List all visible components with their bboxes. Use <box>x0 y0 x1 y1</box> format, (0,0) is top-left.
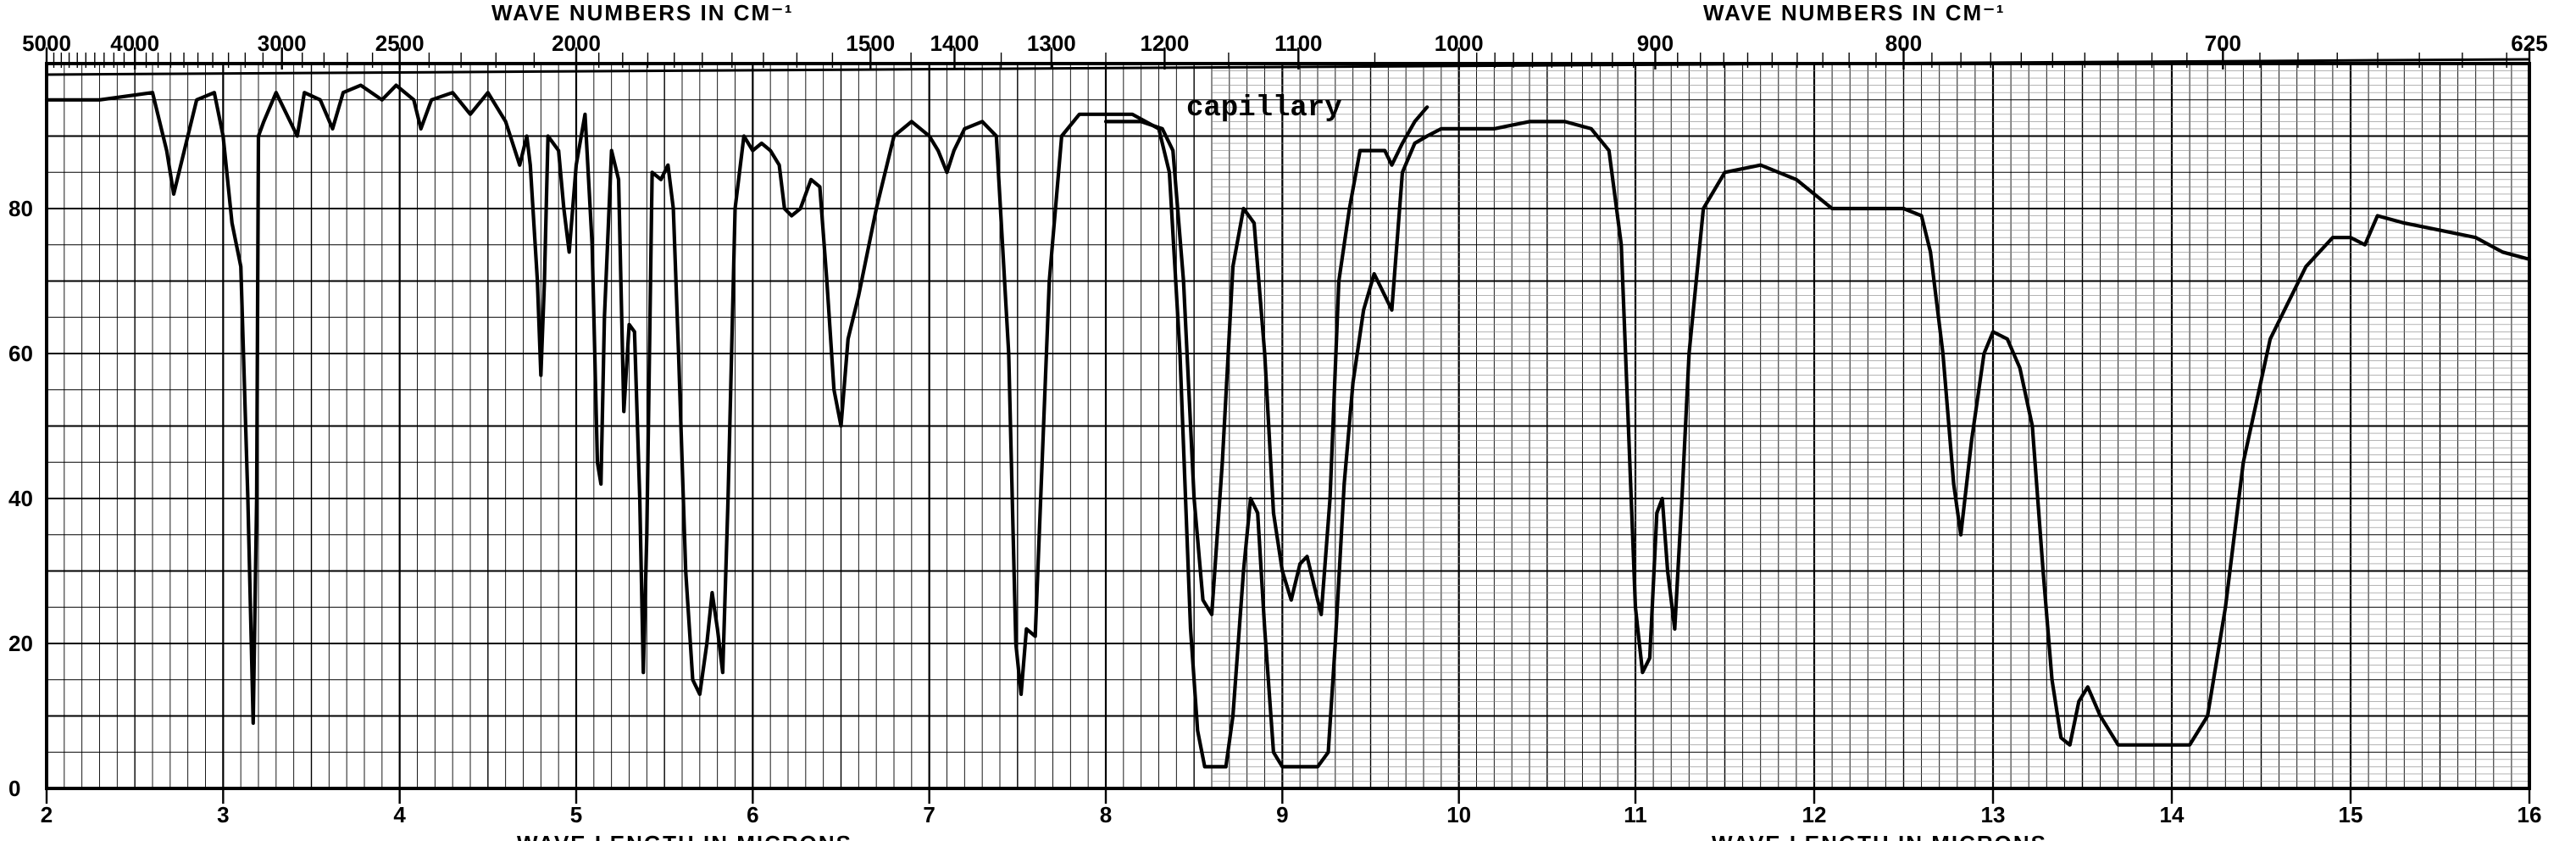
chart-grid <box>45 63 2531 789</box>
bottom-tick-label: 6 <box>747 802 758 827</box>
bottom-tick-label: 14 <box>2160 802 2185 827</box>
top-tick-label: 4000 <box>110 31 159 56</box>
top-tick-label: 900 <box>1637 31 1674 56</box>
plot-border <box>45 62 2531 790</box>
bottom-tick-label: 8 <box>1100 802 1112 827</box>
y-tick-label: 0 <box>8 776 20 801</box>
top-axis-line <box>46 58 2530 76</box>
y-tick-label: 60 <box>8 341 33 366</box>
top-tick-label: 700 <box>2205 31 2241 56</box>
top-axis-wavenumber: 5000 4000 3000 2500 2000 1500 1400 1300 1200 1100… <box>22 31 2548 70</box>
bottom-axis-title-left: WAVE LENGTH IN MICRONS <box>517 831 852 841</box>
bottom-tick-label: 2 <box>41 802 53 827</box>
bottom-tick-label: 16 <box>2518 802 2542 827</box>
top-tick-label: 2000 <box>552 31 601 56</box>
top-tick-label: 800 <box>1885 31 1922 56</box>
top-tick-label: 1200 <box>1140 31 1189 56</box>
top-tick-label: 1000 <box>1435 31 1484 56</box>
top-tick-label: 2500 <box>375 31 425 56</box>
top-tick-label: 625 <box>2511 31 2547 56</box>
bottom-axis-wavelength: 2 3 4 5 6 7 8 9 10 11 12 13 14 15 16 <box>41 788 2542 827</box>
bottom-tick-label: 5 <box>570 802 582 827</box>
bottom-tick-label: 12 <box>1802 802 1827 827</box>
top-axis-title-left: WAVE NUMBERS IN CM⁻¹ <box>491 0 794 25</box>
spectrum-line-capillary <box>1103 105 1430 616</box>
y-axis-transmittance: 0 20 40 60 80 <box>8 196 33 801</box>
y-tick-label: 20 <box>8 631 33 656</box>
top-tick-label: 1100 <box>1274 31 1322 56</box>
top-tick-label: 1300 <box>1027 31 1076 56</box>
bottom-tick-label: 13 <box>1981 802 2006 827</box>
top-axis-title-right: WAVE NUMBERS IN CM⁻¹ <box>1703 0 2006 25</box>
top-tick-label: 3000 <box>258 31 307 56</box>
bottom-tick-label: 9 <box>1276 802 1288 827</box>
top-tick-label: 1400 <box>930 31 980 56</box>
bottom-tick-label: 7 <box>923 802 935 827</box>
spectrum-line-main <box>44 83 2532 769</box>
capillary-annotation: capillary <box>1186 92 1342 125</box>
top-tick-label: 5000 <box>22 31 71 56</box>
chart-frame <box>45 58 2531 790</box>
bottom-tick-label: 10 <box>1446 802 1471 827</box>
y-tick-label: 80 <box>8 196 33 221</box>
spectrum-curves <box>44 83 2532 769</box>
bottom-tick-label: 3 <box>217 802 229 827</box>
y-tick-label: 40 <box>8 486 33 511</box>
bottom-tick-label: 4 <box>393 802 406 827</box>
bottom-tick-label: 11 <box>1624 802 1647 827</box>
bottom-tick-label: 15 <box>2339 802 2363 827</box>
top-tick-label: 1500 <box>846 31 895 56</box>
bottom-axis-title-right: WAVE LENGTH IN MICRONS <box>1712 831 2047 841</box>
